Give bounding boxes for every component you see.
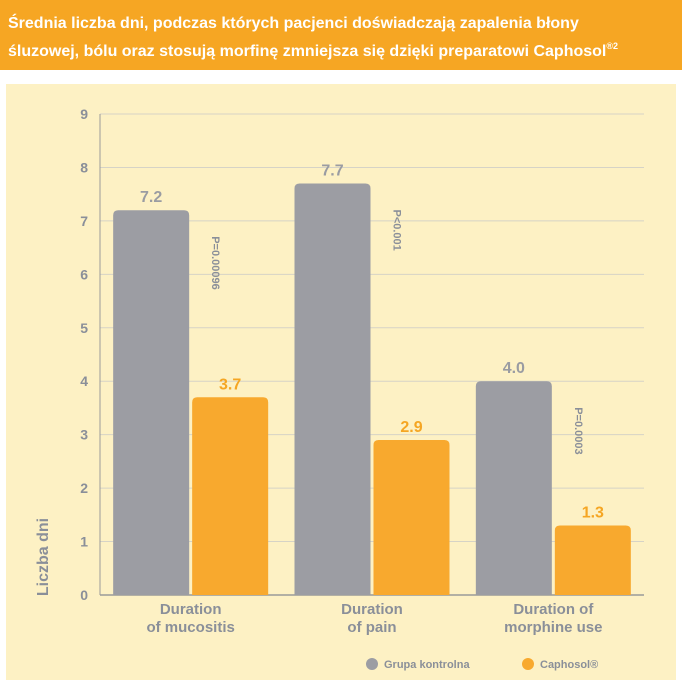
y-tick-label: 1 — [80, 534, 88, 550]
bar-caphosol — [373, 440, 450, 595]
bar-control — [294, 183, 371, 595]
y-tick-label: 9 — [80, 106, 88, 122]
y-tick-label: 6 — [80, 266, 88, 282]
y-tick-label: 8 — [80, 159, 88, 175]
x-category-label: morphine use — [504, 619, 602, 636]
chart-title-superscript: ®2 — [606, 41, 618, 51]
x-category-label: Duration of — [513, 601, 594, 618]
y-tick-label: 2 — [80, 480, 88, 496]
data-label: 1.3 — [582, 505, 604, 522]
y-tick-label: 4 — [80, 373, 88, 389]
y-tick-label: 5 — [80, 320, 88, 336]
x-category-label: of pain — [347, 619, 396, 636]
p-value-annotation: P=0.00096 — [209, 236, 221, 290]
p-value-annotation: P=0.0003 — [572, 407, 584, 454]
bar-caphosol — [554, 525, 631, 595]
data-label: 4.0 — [503, 360, 525, 377]
chart-title-banner: Średnia liczba dni, podczas których pacj… — [0, 0, 682, 70]
legend-swatch-caphosol — [522, 658, 534, 670]
legend-swatch-control — [366, 658, 378, 670]
data-label: 2.9 — [400, 419, 422, 436]
bar-control — [475, 381, 552, 595]
bar-caphosol — [192, 397, 269, 595]
chart-title-line-2: śluzowej, bólu oraz stosują morfinę zmni… — [8, 35, 682, 63]
y-axis-label: Liczba dni — [35, 518, 52, 596]
x-category-label: Duration — [160, 601, 222, 618]
x-category-label: of mucositis — [146, 619, 234, 636]
chart-title-line-2-text: śluzowej, bólu oraz stosują morfinę zmni… — [8, 43, 607, 60]
p-value-annotation: P<0.001 — [391, 209, 403, 250]
x-category-label: Duration — [341, 601, 403, 618]
y-tick-label: 0 — [80, 587, 88, 603]
data-label: 7.2 — [140, 189, 162, 206]
bar-control — [113, 210, 190, 595]
data-label: 7.7 — [321, 162, 343, 179]
data-label: 3.7 — [219, 376, 241, 393]
y-tick-label: 7 — [80, 213, 88, 229]
y-tick-label: 3 — [80, 427, 88, 443]
chart-title-line-1: Średnia liczba dni, podczas których pacj… — [8, 15, 579, 32]
legend-label-caphosol: Caphosol® — [540, 659, 598, 671]
legend-label-control: Grupa kontrolna — [384, 659, 470, 671]
